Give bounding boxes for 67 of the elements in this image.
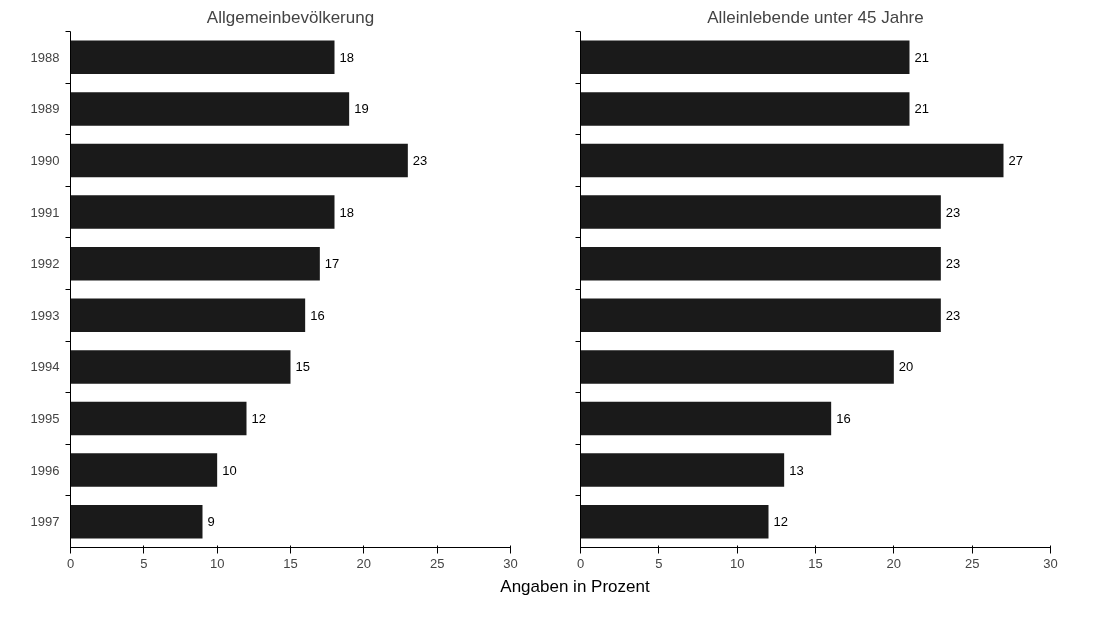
bar — [580, 350, 894, 384]
x-tick-label: 5 — [140, 555, 148, 571]
x-axis-title: Angaben in Prozent — [500, 576, 650, 598]
x-tick-label: 30 — [1043, 555, 1058, 571]
x-tick-label: 15 — [808, 555, 823, 571]
data-label: 21 — [914, 49, 929, 65]
bar — [580, 195, 941, 229]
x-tick-label: 25 — [964, 555, 980, 571]
x-tick-label: 0 — [576, 555, 585, 571]
bar — [580, 298, 941, 333]
bar — [580, 504, 769, 539]
y-tick-label: 1997 — [30, 514, 60, 530]
data-label: 21 — [914, 101, 929, 117]
data-label: 23 — [945, 307, 961, 323]
data-label: 12 — [251, 411, 266, 426]
data-label: 9 — [207, 514, 215, 530]
data-label: 17 — [324, 256, 340, 272]
bar — [70, 298, 306, 333]
data-label: 18 — [339, 204, 354, 220]
x-tick-label: 20 — [356, 555, 372, 571]
x-tick-label: 10 — [729, 555, 745, 571]
data-label: 16 — [310, 307, 325, 323]
x-tick-label: 10 — [209, 555, 225, 571]
y-tick-label: 1993 — [30, 307, 60, 323]
y-tick-label: 1991 — [30, 204, 60, 220]
bar — [70, 350, 291, 384]
y-tick-label: 1994 — [30, 359, 60, 375]
bar — [70, 246, 320, 281]
bar — [70, 195, 335, 229]
data-label: 23 — [412, 153, 428, 168]
data-label: 23 — [945, 204, 961, 220]
bar — [580, 143, 1004, 178]
data-label: 16 — [836, 411, 851, 426]
bar — [70, 401, 247, 436]
bar — [70, 40, 335, 75]
bar — [70, 504, 203, 539]
x-tick-label: 20 — [886, 555, 902, 571]
y-tick-label: 1988 — [30, 49, 60, 65]
data-label: 13 — [789, 462, 804, 478]
y-tick-label: 1989 — [30, 101, 60, 117]
x-tick-label: 5 — [655, 555, 663, 571]
y-tick-label: 1992 — [30, 256, 60, 272]
data-label: 23 — [945, 256, 961, 272]
bar — [580, 453, 785, 487]
data-label: 19 — [354, 101, 369, 117]
chart-title: Alleinlebende unter 45 Jahre — [707, 7, 924, 27]
data-label: 15 — [295, 359, 310, 375]
bar — [580, 246, 941, 281]
bar — [70, 92, 350, 126]
bar — [580, 40, 910, 75]
data-label: 10 — [222, 462, 237, 478]
data-label: 18 — [339, 49, 354, 65]
bar — [580, 92, 910, 126]
data-label: 27 — [1008, 153, 1023, 168]
bar — [70, 453, 218, 487]
data-label: 12 — [773, 514, 788, 530]
bar — [580, 401, 832, 436]
chart-title: Allgemeinbevölkerung — [206, 7, 375, 27]
data-label: 20 — [898, 359, 914, 375]
x-tick-label: 15 — [283, 555, 298, 571]
x-tick-label: 0 — [66, 555, 75, 571]
y-tick-label: 1995 — [30, 411, 60, 426]
x-tick-label: 25 — [429, 555, 445, 571]
y-tick-label: 1990 — [30, 153, 60, 168]
x-tick-label: 30 — [503, 555, 518, 571]
y-tick-label: 1996 — [30, 462, 60, 478]
bar — [70, 143, 408, 178]
